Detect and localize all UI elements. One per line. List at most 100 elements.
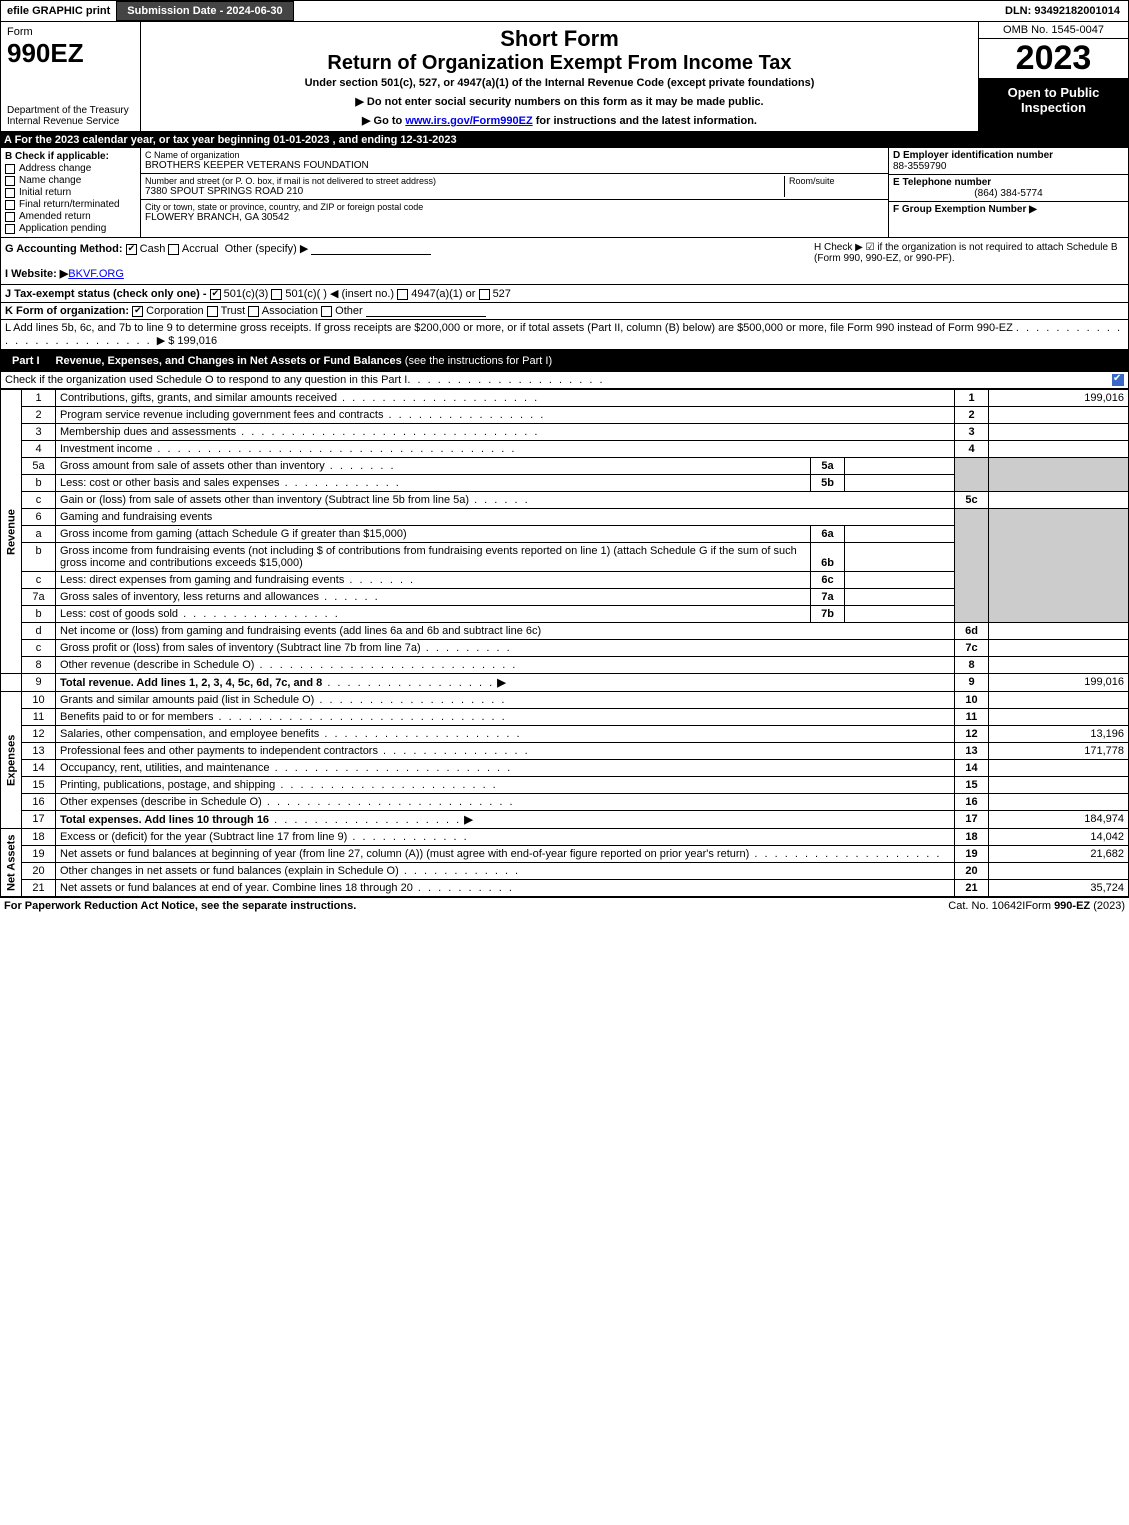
city-label: City or town, state or province, country… bbox=[145, 202, 884, 212]
table-row: 11Benefits paid to or for members . . . … bbox=[1, 709, 1129, 726]
line-ref: 12 bbox=[955, 726, 989, 743]
line-val bbox=[989, 709, 1129, 726]
desc-text: Gross profit or (loss) from sales of inv… bbox=[60, 642, 421, 654]
row-j: J Tax-exempt status (check only one) - 5… bbox=[0, 285, 1129, 303]
addr-val: 7380 SPOUT SPRINGS ROAD 210 bbox=[145, 186, 784, 197]
line-ref: 17 bbox=[955, 811, 989, 829]
line-desc: Investment income . . . . . . . . . . . … bbox=[56, 441, 955, 458]
line-ref: 11 bbox=[955, 709, 989, 726]
desc-text: Less: direct expenses from gaming and fu… bbox=[60, 574, 344, 586]
row-h: H Check ▶ ☑ if the organization is not r… bbox=[814, 242, 1124, 280]
chk-final-return: Final return/terminated bbox=[5, 199, 136, 210]
checkbox-icon[interactable] bbox=[5, 188, 15, 198]
table-row: Expenses 10Grants and similar amounts pa… bbox=[1, 692, 1129, 709]
chk-4947[interactable] bbox=[397, 289, 408, 300]
opt-4947: 4947(a)(1) or bbox=[411, 288, 475, 300]
chk-corp[interactable] bbox=[132, 306, 143, 317]
part1-title: Revenue, Expenses, and Changes in Net As… bbox=[56, 355, 553, 367]
col-b: B Check if applicable: Address change Na… bbox=[1, 148, 141, 237]
chk-trust[interactable] bbox=[207, 306, 218, 317]
table-row: 15Printing, publications, postage, and s… bbox=[1, 777, 1129, 794]
line-ref: 2 bbox=[955, 407, 989, 424]
row-gh: G Accounting Method: Cash Accrual Other … bbox=[0, 238, 1129, 285]
shade bbox=[989, 458, 1129, 492]
table-row: 8Other revenue (describe in Schedule O) … bbox=[1, 657, 1129, 674]
line-num: 8 bbox=[22, 657, 56, 674]
line-desc: Gain or (loss) from sale of assets other… bbox=[56, 492, 955, 509]
checkbox-icon[interactable] bbox=[5, 224, 15, 234]
line-val: 13,196 bbox=[989, 726, 1129, 743]
chk-527[interactable] bbox=[479, 289, 490, 300]
note2-pre: ▶ Go to bbox=[362, 115, 405, 127]
checkbox-icon[interactable] bbox=[5, 164, 15, 174]
desc-text: Gain or (loss) from sale of assets other… bbox=[60, 494, 469, 506]
chk-cash[interactable] bbox=[126, 244, 137, 255]
chk-accrual[interactable] bbox=[168, 244, 179, 255]
chk-assoc[interactable] bbox=[248, 306, 259, 317]
desc-text: Benefits paid to or for members bbox=[60, 711, 213, 723]
line-ref: 6d bbox=[955, 623, 989, 640]
part1-checkline: Check if the organization used Schedule … bbox=[0, 372, 1129, 389]
line-ref: 15 bbox=[955, 777, 989, 794]
desc-text: Gross sales of inventory, less returns a… bbox=[60, 591, 319, 603]
chk-other-org[interactable] bbox=[321, 306, 332, 317]
table-row: 9Total revenue. Add lines 1, 2, 3, 4, 5c… bbox=[1, 674, 1129, 692]
checkbox-icon[interactable] bbox=[5, 212, 15, 222]
room-label: Room/suite bbox=[789, 176, 884, 186]
c-name-row: C Name of organization BROTHERS KEEPER V… bbox=[141, 148, 888, 174]
chk-501c3[interactable] bbox=[210, 289, 221, 300]
side-revenue: Revenue bbox=[1, 390, 22, 674]
line-num: b bbox=[22, 606, 56, 623]
desc-text: Total revenue. Add lines 1, 2, 3, 4, 5c,… bbox=[60, 677, 322, 689]
desc-text: Excess or (deficit) for the year (Subtra… bbox=[60, 831, 347, 843]
chk-label: Name change bbox=[19, 175, 81, 186]
checkbox-icon[interactable] bbox=[5, 176, 15, 186]
desc-text: Membership dues and assessments bbox=[60, 426, 236, 438]
sub-num: 6a bbox=[811, 526, 845, 543]
irs-link[interactable]: www.irs.gov/Form990EZ bbox=[405, 115, 532, 127]
open-inspection: Open to Public Inspection bbox=[979, 79, 1128, 131]
cash-label: Cash bbox=[140, 243, 166, 255]
line-desc: Printing, publications, postage, and shi… bbox=[56, 777, 955, 794]
desc-text: Other expenses (describe in Schedule O) bbox=[60, 796, 262, 808]
checkbox-icon[interactable] bbox=[5, 200, 15, 210]
desc-text: Other changes in net assets or fund bala… bbox=[60, 865, 399, 877]
dots: . . . . . . . . . . . . . . . . . . . . bbox=[407, 374, 1112, 386]
line-desc: Professional fees and other payments to … bbox=[56, 743, 955, 760]
sub-val bbox=[845, 543, 955, 572]
line-val bbox=[989, 424, 1129, 441]
sub-val bbox=[845, 475, 955, 492]
header-right: OMB No. 1545-0047 2023 Open to Public In… bbox=[978, 22, 1128, 131]
k-label: K Form of organization: bbox=[5, 305, 129, 317]
opt-501c3: 501(c)(3) bbox=[224, 288, 269, 300]
opt-other: Other bbox=[335, 305, 363, 317]
sub-val bbox=[845, 526, 955, 543]
desc-text: Net assets or fund balances at beginning… bbox=[60, 848, 749, 860]
table-row: 3Membership dues and assessments . . . .… bbox=[1, 424, 1129, 441]
desc-text: Gross amount from sale of assets other t… bbox=[60, 460, 325, 472]
line-ref: 3 bbox=[955, 424, 989, 441]
website-link[interactable]: BKVF.ORG bbox=[68, 268, 124, 280]
line-ref: 16 bbox=[955, 794, 989, 811]
line-num: 6 bbox=[22, 509, 56, 526]
line-desc: Gross income from gaming (attach Schedul… bbox=[56, 526, 811, 543]
line-num: b bbox=[22, 543, 56, 572]
line-val: 171,778 bbox=[989, 743, 1129, 760]
line-val bbox=[989, 760, 1129, 777]
chk-schedule-o[interactable] bbox=[1112, 374, 1124, 386]
footer-catno: Cat. No. 10642I bbox=[948, 900, 1025, 912]
desc-text: Less: cost or other basis and sales expe… bbox=[60, 477, 280, 489]
desc-text: Investment income bbox=[60, 443, 152, 455]
line-desc: Other changes in net assets or fund bala… bbox=[56, 863, 955, 880]
short-form-title: Short Form bbox=[145, 26, 974, 52]
chk-501c[interactable] bbox=[271, 289, 282, 300]
line-val: 199,016 bbox=[989, 390, 1129, 407]
org-name: BROTHERS KEEPER VETERANS FOUNDATION bbox=[145, 160, 884, 171]
c-label: C Name of organization bbox=[145, 150, 884, 160]
opt-trust: Trust bbox=[221, 305, 246, 317]
line-val: 184,974 bbox=[989, 811, 1129, 829]
line-desc: Total expenses. Add lines 10 through 16 … bbox=[56, 811, 955, 829]
desc-text: Professional fees and other payments to … bbox=[60, 745, 378, 757]
line-ref: 10 bbox=[955, 692, 989, 709]
part1-title-text: Revenue, Expenses, and Changes in Net As… bbox=[56, 355, 402, 367]
